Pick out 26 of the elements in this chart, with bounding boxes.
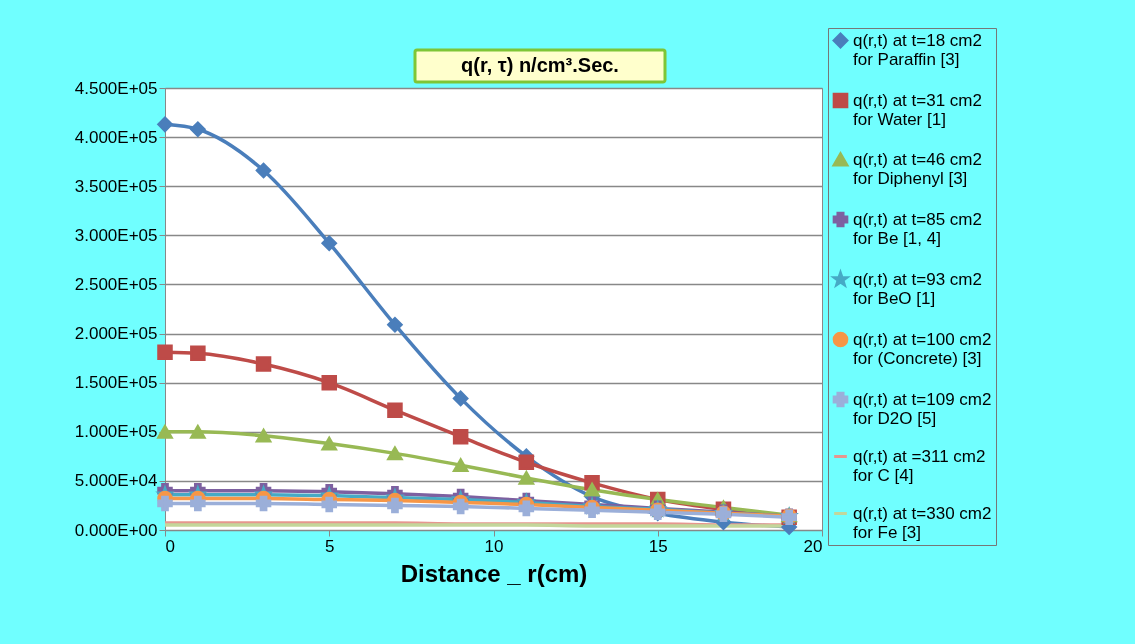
legend-label: q(r,t) at t=46 cm2 for Diphenyl [3] [853,149,982,188]
x-tick-label: 5 [325,536,335,556]
y-tick-label: 1.000E+05 [74,422,158,442]
y-tick-label: 4.000E+05 [74,127,158,147]
y-tick-label: 5.000E+04 [74,471,158,491]
legend-label: q(r,t) at t=31 cm2 for Water [1] [853,90,982,129]
legend-label: q(r,t) at t=93 cm2 for BeO [1] [853,269,982,308]
y-tick-label: 2.000E+05 [74,324,158,344]
y-tick-label: 2.500E+05 [74,274,158,294]
legend-label: q(r,t) at t=85 cm2 for Be [1, 4] [853,209,982,248]
legend-label: q(r,t) at t=330 cm2 for Fe [3] [853,503,992,542]
y-tick-label: 3.500E+05 [74,176,158,196]
x-tick-label: 20 [803,536,823,556]
y-tick-label: 0.000E+00 [74,520,158,540]
legend-label: q(r,t) at =311 cm2 for C [4] [853,446,986,485]
x-tick-label: 15 [648,536,668,556]
y-tick-label: 3.000E+05 [74,225,158,245]
legend-label: q(r,t) at t=100 cm2 for (Concrete) [3] [853,329,992,368]
y-tick-label: 4.500E+05 [74,78,158,98]
x-axis-title: Distance _ r(cm) [400,559,588,587]
x-tick-label: 0 [165,536,175,556]
legend-label: q(r,t) at t=18 cm2 for Paraffin [3] [853,30,982,69]
chart-title: q(r, τ) n/cm³.Sec. [461,54,619,76]
legend-label: q(r,t) at t=109 cm2 for D2O [5] [853,389,992,428]
y-tick-label: 1.500E+05 [74,373,158,393]
x-tick-label: 10 [484,536,504,556]
